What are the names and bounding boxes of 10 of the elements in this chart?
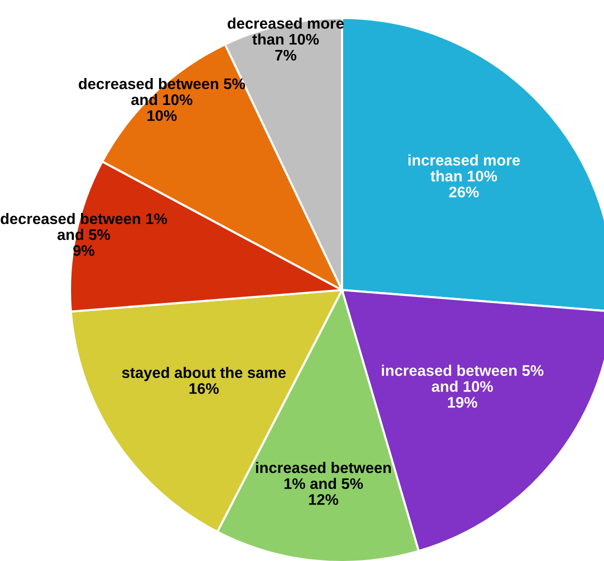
data-label: 7% (275, 50, 296, 61)
data-label: 26% (449, 186, 479, 198)
data-label: 19% (448, 396, 478, 408)
slice-label: increased more than 10% (408, 154, 520, 182)
slice-label: increased between 1% and 5% (256, 462, 391, 490)
data-label: 10% (147, 110, 177, 122)
slice-label: stayed about the same (122, 366, 286, 382)
data-label: 16% (190, 383, 219, 394)
slice-label: increased between 5% and 10% (382, 364, 544, 392)
data-label: 12% (309, 494, 338, 505)
